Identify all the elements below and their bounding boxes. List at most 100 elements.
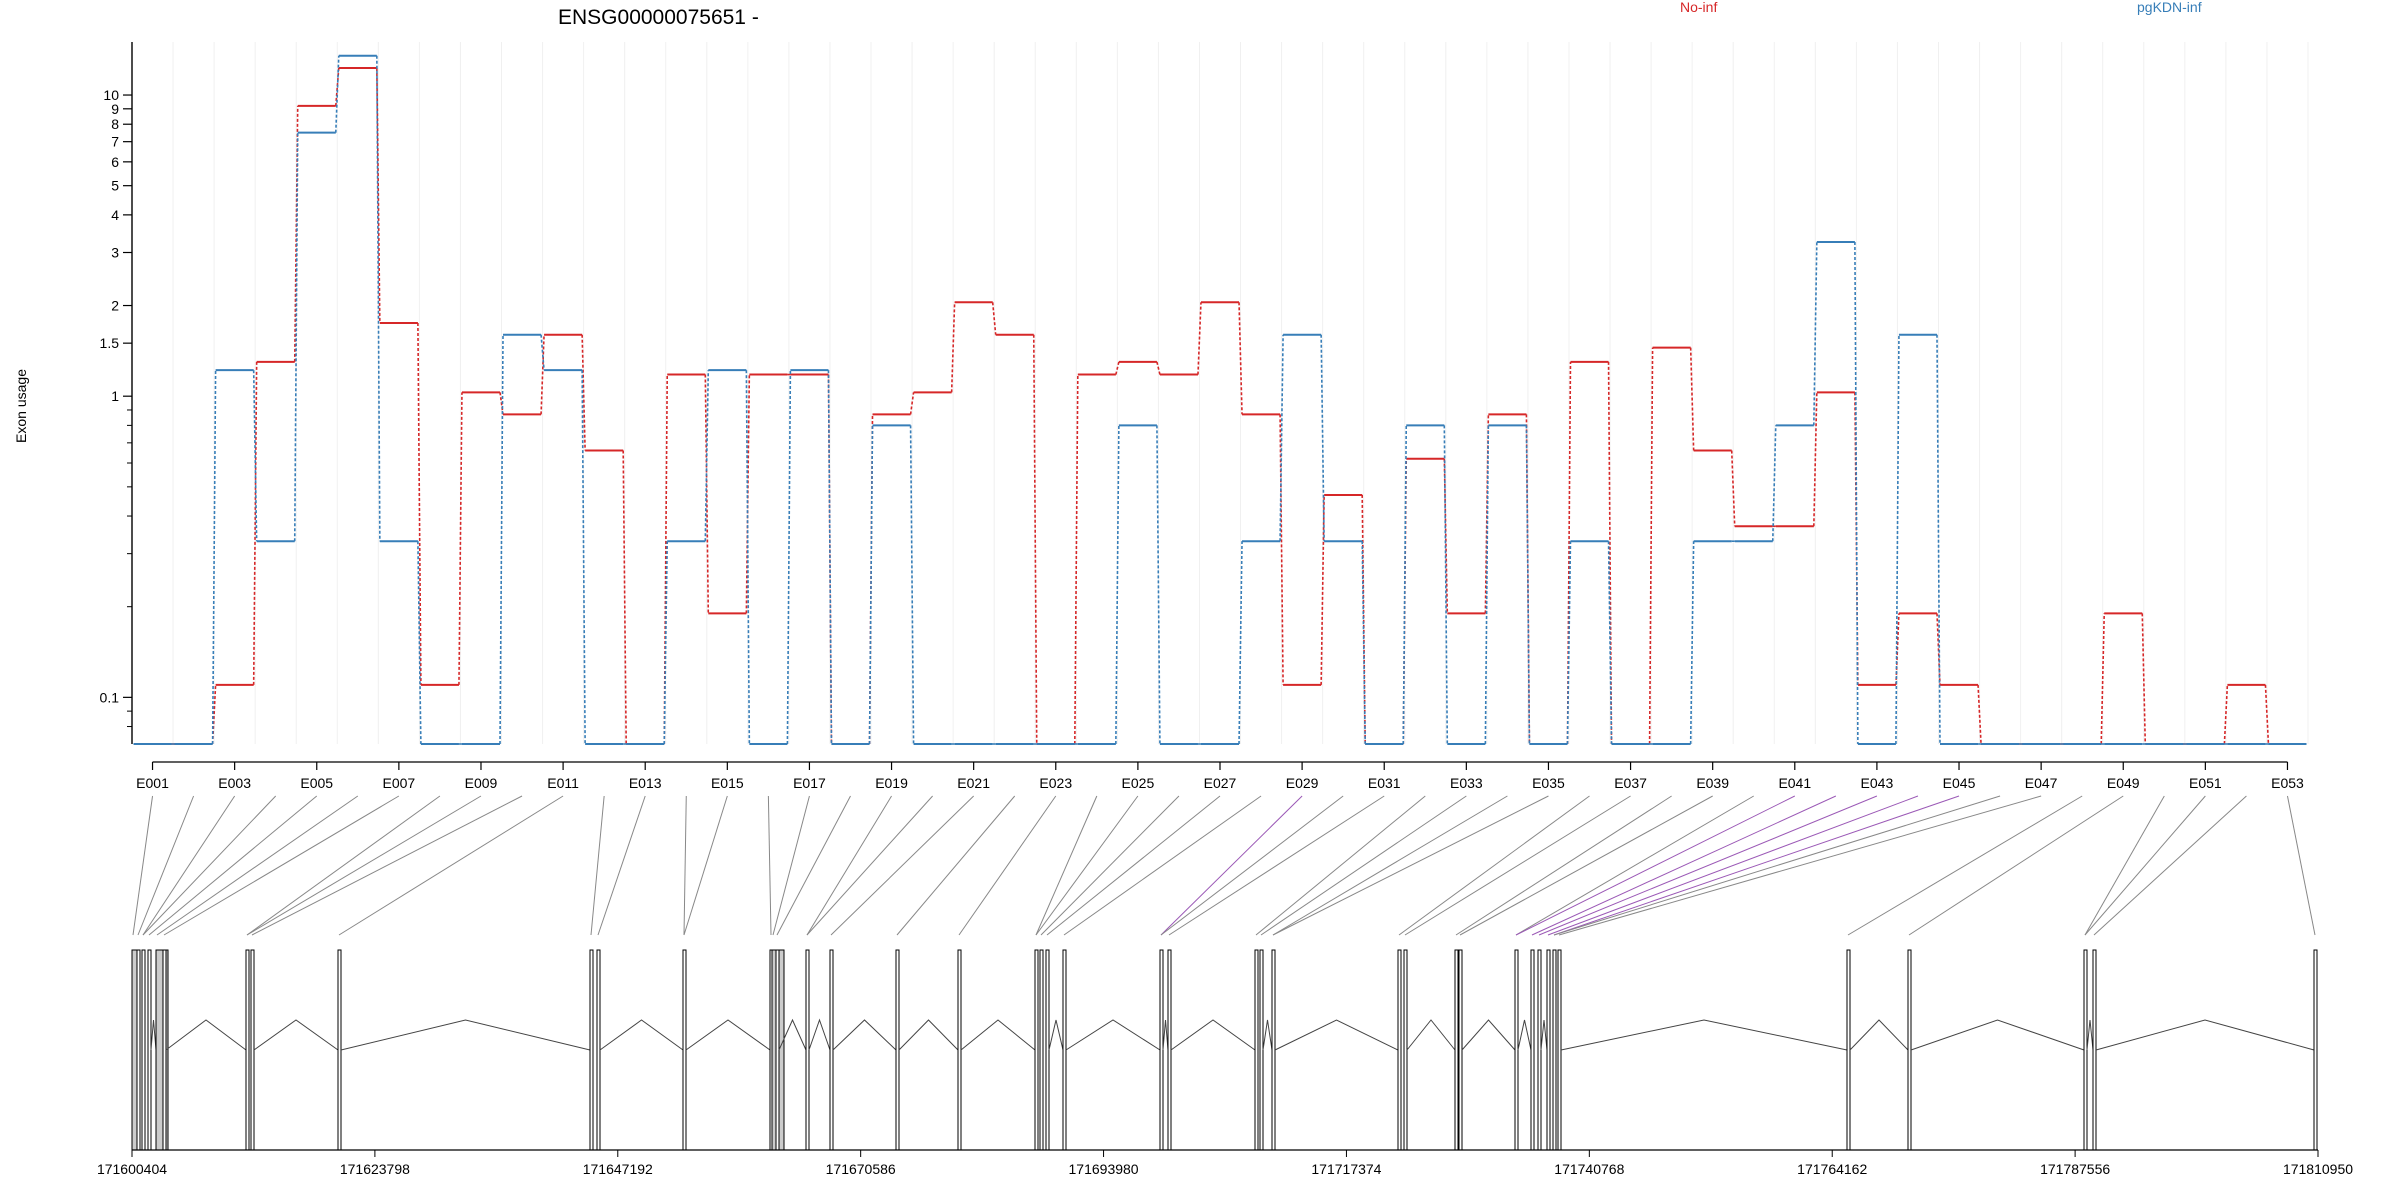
exon-box [1045, 949, 1050, 1151]
exon-connector [776, 795, 851, 936]
exon-connector [1908, 795, 2124, 936]
series-connector [1115, 361, 1120, 375]
exon-box [245, 949, 250, 1151]
series-connector [540, 334, 545, 371]
exon-axis: E001 E003 E005 E007 E009 E011 E013 E015 E017 E019… [136, 761, 2304, 791]
exon-box [2092, 949, 2097, 1151]
exon-connector [772, 795, 810, 936]
intron-line [1849, 1019, 1909, 1051]
series-connector [1156, 361, 1161, 375]
intron-line [253, 1019, 339, 1051]
series-connector [1443, 425, 1449, 745]
genomic-tick-label: 171693980 [1069, 1161, 1139, 1177]
intron-line [2095, 1019, 2315, 1051]
series-connector [211, 370, 217, 745]
exon-box [829, 949, 834, 1151]
exon-connector [590, 795, 605, 936]
exon-connector [1046, 795, 1221, 936]
exon-label: E041 [1778, 775, 1811, 791]
series-connector [1361, 541, 1366, 745]
exon-box [957, 949, 962, 1151]
exon-box [1039, 949, 1044, 1151]
exon-label: E053 [2271, 775, 2304, 791]
series-connector [1648, 347, 1654, 745]
series-connector [1607, 541, 1613, 745]
genomic-tick-label: 171717374 [1311, 1161, 1381, 1177]
exon-connector [830, 795, 975, 936]
exon-connector [142, 795, 277, 936]
series-connector [376, 67, 381, 324]
series-connector [2141, 613, 2147, 745]
exon-box [147, 949, 152, 1151]
intron-line [1517, 1019, 1532, 1051]
series-connector [622, 450, 627, 745]
exon-connector [1272, 795, 1508, 936]
exon-connector [1553, 795, 2001, 936]
intron-line [340, 1019, 591, 1051]
series-connector [1854, 242, 1859, 745]
series-connector [1115, 425, 1120, 745]
exon-connector [1547, 795, 1919, 936]
exon-connector [683, 795, 687, 936]
series-connector [293, 132, 299, 542]
exon-box [141, 949, 146, 1151]
exon-box [1458, 949, 1463, 1151]
exon-label: E015 [711, 775, 744, 791]
y-tick-label: 1 [111, 388, 119, 404]
intron-line [960, 1019, 1036, 1051]
series-connector [458, 392, 463, 685]
series-connector [1689, 541, 1695, 745]
y-tick-label: 6 [111, 154, 119, 170]
exon-connector [806, 795, 892, 936]
exon-connector [137, 795, 195, 936]
intron-line [150, 1019, 157, 1051]
intron-line [832, 1019, 897, 1051]
exon-connector [1168, 795, 1385, 936]
series-connector [1771, 425, 1777, 542]
exon-connector [251, 795, 523, 936]
intron-line [1274, 1019, 1399, 1051]
exon-box [1537, 949, 1542, 1151]
exon-connector [163, 795, 400, 936]
series-connector [868, 425, 874, 745]
exon-label: E045 [1943, 775, 1976, 791]
exon-connector [1538, 795, 1878, 936]
exon-box [1254, 949, 1259, 1151]
exon-box [250, 949, 255, 1151]
y-tick-label: 0.1 [100, 689, 120, 705]
exon-connector [1553, 795, 1960, 936]
exon-box [2083, 949, 2088, 1151]
series-connector [2100, 613, 2106, 745]
y-tick-label: 1.5 [100, 335, 120, 351]
exon-label: E009 [465, 775, 498, 791]
exon-connector [1404, 795, 1631, 936]
series-connector [252, 361, 258, 685]
exon-label: E035 [1532, 775, 1565, 791]
genomic-tick-label: 171623798 [340, 1161, 410, 1177]
intron-line [1065, 1019, 1161, 1051]
exon-box [1159, 949, 1164, 1151]
exon-connector [597, 795, 646, 936]
intron-line [778, 1018, 807, 1051]
exon-box [1271, 949, 1276, 1151]
series-connector [786, 370, 792, 745]
exon-label: E029 [1286, 775, 1319, 791]
series-connector [1238, 541, 1243, 745]
exon-connector [767, 795, 772, 936]
exon-connectors [132, 795, 2316, 936]
exon-connector [142, 795, 236, 936]
exon-box [1397, 949, 1402, 1151]
exon-label: E033 [1450, 775, 1483, 791]
exon-connector [1531, 795, 1837, 936]
exon-box [589, 949, 594, 1151]
exon-label: E043 [1861, 775, 1894, 791]
series-connector [1402, 425, 1408, 745]
series-connector [499, 334, 504, 745]
series-connector [1813, 242, 1818, 426]
intron-line [599, 1019, 684, 1051]
intron-line [1048, 1019, 1064, 1051]
exon-label: E037 [1614, 775, 1647, 791]
